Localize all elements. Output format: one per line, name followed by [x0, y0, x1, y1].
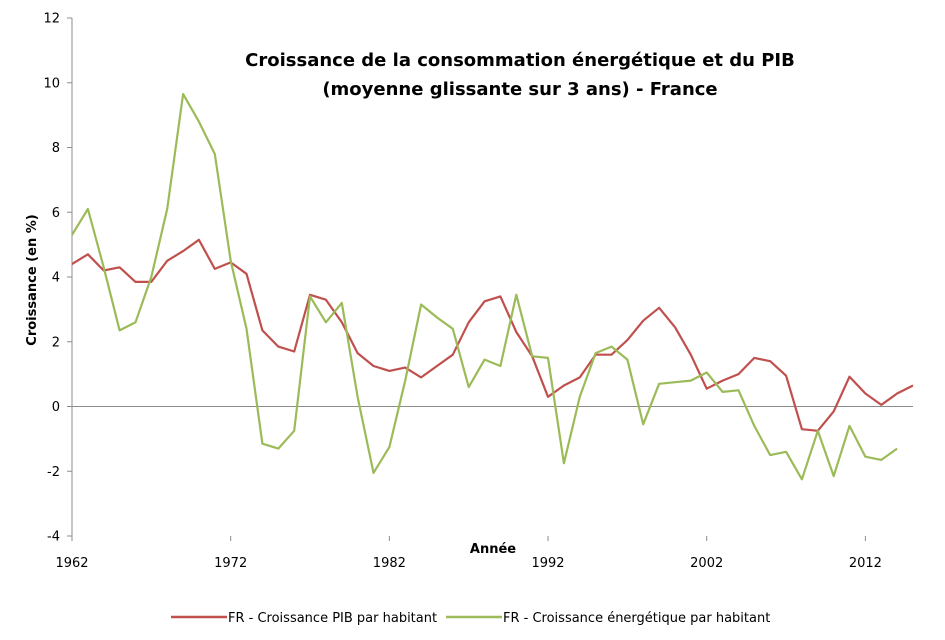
x-tick-label: 1972	[214, 556, 247, 571]
y-tick-label: 8	[52, 141, 60, 156]
x-tick-label: 1962	[55, 556, 88, 571]
y-tick-label: 12	[43, 12, 60, 27]
x-tick-label: 1992	[531, 556, 564, 571]
legend-label-2: FR - Croissance énergétique par habitant	[503, 611, 770, 626]
y-tick-label: 4	[52, 271, 60, 286]
x-tick-label: 1982	[373, 556, 406, 571]
x-tick-label: 2012	[849, 556, 882, 571]
y-tick-label: 0	[52, 400, 60, 415]
x-axis-ticks: 1962 1972 1982 1992 2002 2012	[55, 536, 882, 571]
y-tick-label: -4	[47, 530, 60, 545]
y-tick-label: 2	[52, 335, 60, 350]
legend-label-1: FR - Croissance PIB par habitant	[228, 611, 437, 626]
y-axis-title: Croissance (en %)	[25, 214, 40, 345]
x-tick-label: 2002	[690, 556, 723, 571]
y-tick-label: 6	[52, 206, 60, 221]
y-tick-label: -2	[47, 465, 60, 480]
chart-title-line-2: (moyenne glissante sur 3 ans) - France	[322, 79, 717, 100]
y-axis-ticks: -4 -2 0 2 4 6 8 10 12	[43, 12, 72, 545]
y-tick-label: 10	[43, 76, 60, 91]
x-axis-title: Année	[470, 542, 516, 557]
series-line-1	[71, 238, 914, 432]
series-line-2	[71, 92, 898, 481]
chart-title-line-1: Croissance de la consommation énergétiqu…	[245, 50, 795, 71]
plot-area	[71, 92, 914, 481]
legend: FR - Croissance PIB par habitant FR - Cro…	[171, 611, 770, 626]
